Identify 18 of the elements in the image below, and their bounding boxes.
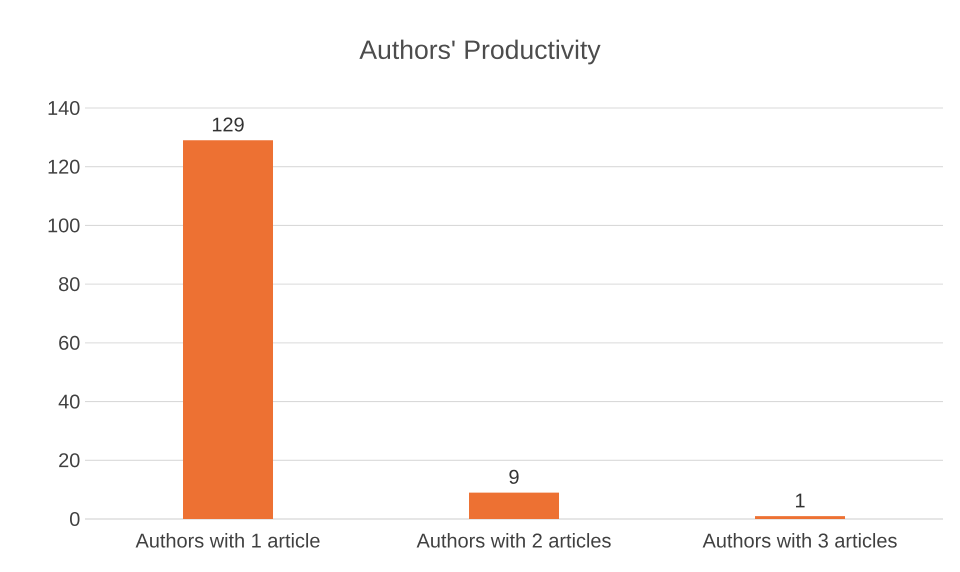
- bar: [755, 516, 846, 519]
- y-tick-label: 80: [59, 277, 80, 292]
- chart-title: Authors' Productivity: [359, 40, 601, 64]
- x-tick-label: Authors with 2 articles: [416, 533, 611, 548]
- y-tick-label: 0: [70, 512, 80, 526]
- data-label: 1: [796, 494, 805, 508]
- y-tick-label: 100: [48, 218, 80, 232]
- y-tick-label: 20: [59, 453, 80, 468]
- y-tick-label: 140: [48, 100, 80, 116]
- x-tick-label: Authors with 3 articles: [702, 533, 897, 548]
- y-tick-label: 120: [48, 160, 80, 174]
- x-tick-label: Authors with 1 article: [136, 533, 320, 548]
- bar: [469, 492, 560, 519]
- data-label: 129: [212, 117, 244, 132]
- y-tick-label: 40: [58, 394, 80, 409]
- y-tick-label: 60: [59, 336, 80, 350]
- bar: [183, 140, 274, 519]
- data-label: 9: [509, 470, 519, 484]
